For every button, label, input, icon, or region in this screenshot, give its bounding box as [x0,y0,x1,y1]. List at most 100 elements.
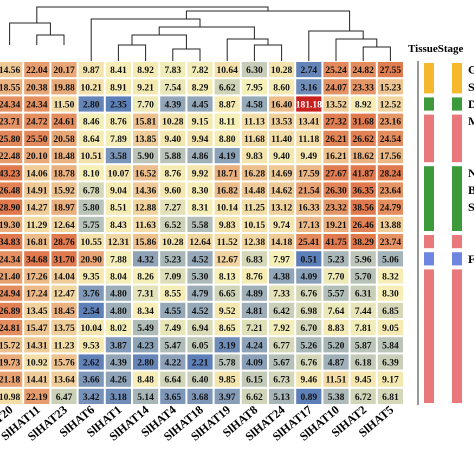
cell-value-label: 15.23 [380,83,402,93]
cell-value-label: 9.53 [83,341,100,351]
cell-value-label: 3.16 [300,83,317,93]
cell-value-label: 7.70 [137,101,154,111]
cell-value-label: 6.98 [300,307,317,317]
heatmap-cell [186,215,214,234]
heatmap-cell [322,181,350,199]
cell-value-label: 6.85 [382,307,399,317]
heatmap-cell [77,147,105,165]
cell-value-label: 7.95 [246,83,263,93]
cell-value-label: 16.33 [298,204,320,214]
cell-value-label: 34.68 [26,255,48,265]
tissue-stage-bar [424,166,434,231]
heatmap-cell [268,284,296,302]
cell-value-label: 22.19 [26,393,48,403]
cell-value-label: 9.40 [164,135,181,145]
cell-value-label: 5.87 [355,341,372,351]
heatmap-cell [295,112,323,130]
tissue-stage-swatch [452,252,462,266]
heatmap-cell [376,250,404,268]
heatmap-cell [104,78,133,96]
heatmap-cell [186,284,214,302]
cell-value-label: 26.30 [325,187,347,197]
heatmap-cell [77,319,105,337]
cell-value-label: 13.88 [380,221,402,231]
cell-value-label: 6.15 [246,376,263,386]
cell-value-label: 4.87 [328,359,345,369]
heatmap-cell [159,61,187,79]
cell-value-label: 18.71 [217,169,239,179]
heatmap-cell [104,353,133,371]
heatmap-cell [349,61,377,79]
cell-value-label: 15.72 [0,341,21,351]
heatmap-cell [77,250,105,268]
heatmap-cell [23,112,51,130]
heatmap-cell [268,267,296,285]
heatmap-cell [213,78,241,96]
heatmap-cell [77,284,105,302]
cell-value-label: 16.28 [244,169,266,179]
cell-value-label: 11.23 [54,341,75,351]
cell-value-label: 8.41 [110,66,127,76]
heatmap-cell [240,129,269,148]
cell-value-label: 6.18 [355,359,372,369]
cell-value-label: 12.67 [217,255,239,265]
heatmap-cell [0,353,24,371]
heatmap-cell [268,164,296,182]
heatmap-cell [349,129,377,148]
heatmap-cell [295,336,323,354]
heatmap-cell [376,78,404,96]
cell-value-label: 6.52 [164,221,181,231]
cell-value-label: 24.54 [380,135,402,145]
cell-value-label: 4.19 [219,152,236,162]
cell-value-label: 38.56 [353,204,375,214]
cell-value-label: 6.05 [192,341,209,351]
row-label: S [468,200,474,214]
heatmap-cell [240,301,269,319]
cell-value-label: 8.87 [219,101,236,111]
cell-value-label: 9.49 [300,152,317,162]
cell-value-label: 8.04 [110,273,127,283]
heatmap-cell [0,233,24,251]
cell-value-label: 17.59 [298,169,320,179]
tissue-stage-bar [424,269,434,403]
cell-value-label: 8.43 [110,221,127,231]
cell-value-label: 16.52 [135,169,157,179]
cell-value-label: 2.54 [83,307,100,317]
heatmap-cell [349,147,377,165]
cell-value-label: 4.32 [137,255,154,265]
heatmap-cell [77,112,105,130]
heatmap-cell [23,78,51,96]
heatmap-cell [23,387,51,405]
heatmap-cell [268,353,296,371]
cell-value-label: 21.40 [0,273,21,283]
heatmap-cell [295,147,323,165]
heatmap-cell [159,319,187,337]
cell-value-label: 6.72 [355,393,372,403]
heatmap-cell [376,181,404,199]
heatmap-cell [0,61,24,79]
heatmap-cell [240,147,269,165]
heatmap-cell [240,198,269,216]
cell-value-label: 5.06 [382,255,399,265]
cell-value-label: 7.27 [164,204,181,214]
tissue-stage-bar [424,63,434,94]
cell-value-label: 10.98 [0,393,21,403]
cell-value-label: 5.20 [328,341,345,351]
cell-value-label: 6.83 [246,255,263,265]
cell-value-label: 8.31 [192,204,209,214]
heatmap-cell [322,95,350,113]
heatmap-cell [132,164,160,182]
cell-value-label: 8.76 [110,118,127,128]
cell-value-label: 13.41 [298,118,320,128]
heatmap-cell [23,61,51,79]
heatmap-cell [295,129,323,148]
cell-value-label: 15.86 [135,238,157,248]
heatmap-cell [349,112,377,130]
heatmap-cell [240,336,269,354]
cell-value-label: 13.53 [271,118,293,128]
cell-value-label: 14.27 [26,204,48,214]
heatmap-cell [77,198,105,216]
heatmap-cell [159,370,187,388]
cell-value-label: 24.34 [0,255,21,265]
heatmap-cell [186,61,214,79]
